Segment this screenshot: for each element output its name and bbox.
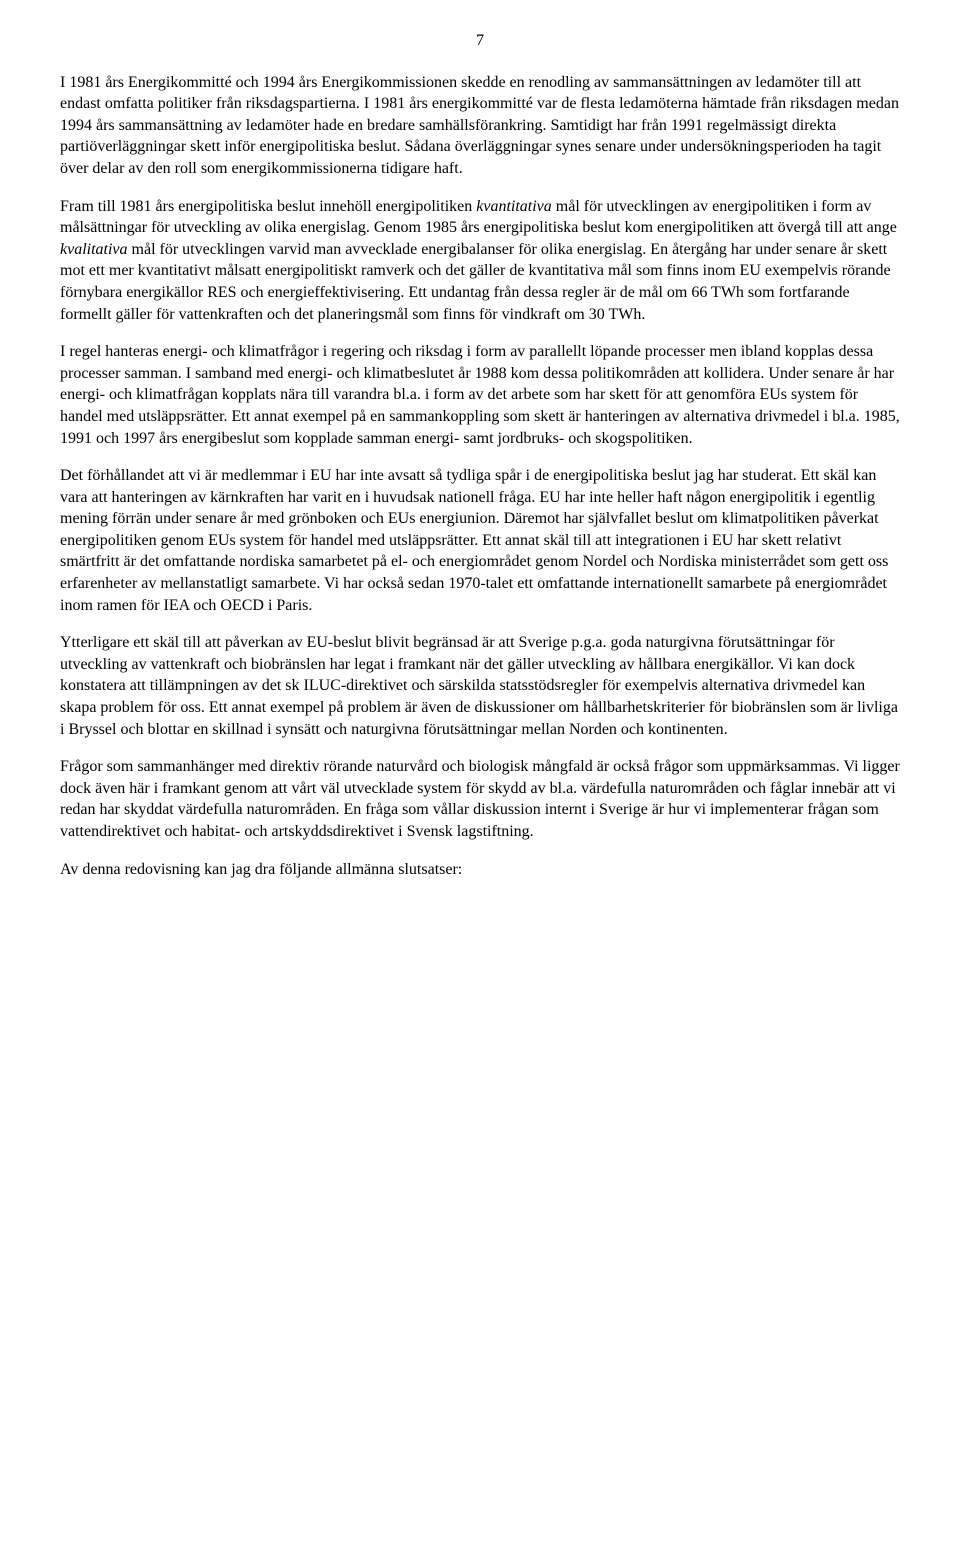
paragraph: Det förhållandet att vi är medlemmar i E… [60, 465, 900, 616]
body-text: Frågor som sammanhänger med direktiv rör… [60, 758, 900, 840]
italic-text: kvantitativa [476, 198, 552, 215]
body-text: I regel hanteras energi- och klimatfrågo… [60, 343, 900, 446]
paragraph: Fram till 1981 års energipolitiska beslu… [60, 196, 900, 326]
body-text: Ytterligare ett skäl till att påverkan a… [60, 634, 898, 737]
paragraph: Av denna redovisning kan jag dra följand… [60, 859, 900, 881]
paragraph: I 1981 års Energikommitté och 1994 års E… [60, 72, 900, 180]
paragraph: I regel hanteras energi- och klimatfrågo… [60, 341, 900, 449]
page-number: 7 [60, 30, 900, 52]
body-text: Fram till 1981 års energipolitiska beslu… [60, 198, 476, 215]
italic-text: kvalitativa [60, 241, 128, 258]
paragraph: Ytterligare ett skäl till att påverkan a… [60, 632, 900, 740]
paragraph: Frågor som sammanhänger med direktiv rör… [60, 756, 900, 842]
body-text: Av denna redovisning kan jag dra följand… [60, 861, 462, 878]
body-text: mål för utvecklingen varvid man avveckla… [60, 241, 891, 323]
body-text: I 1981 års Energikommitté och 1994 års E… [60, 74, 899, 177]
document-body: I 1981 års Energikommitté och 1994 års E… [60, 72, 900, 881]
body-text: Det förhållandet att vi är medlemmar i E… [60, 467, 888, 614]
